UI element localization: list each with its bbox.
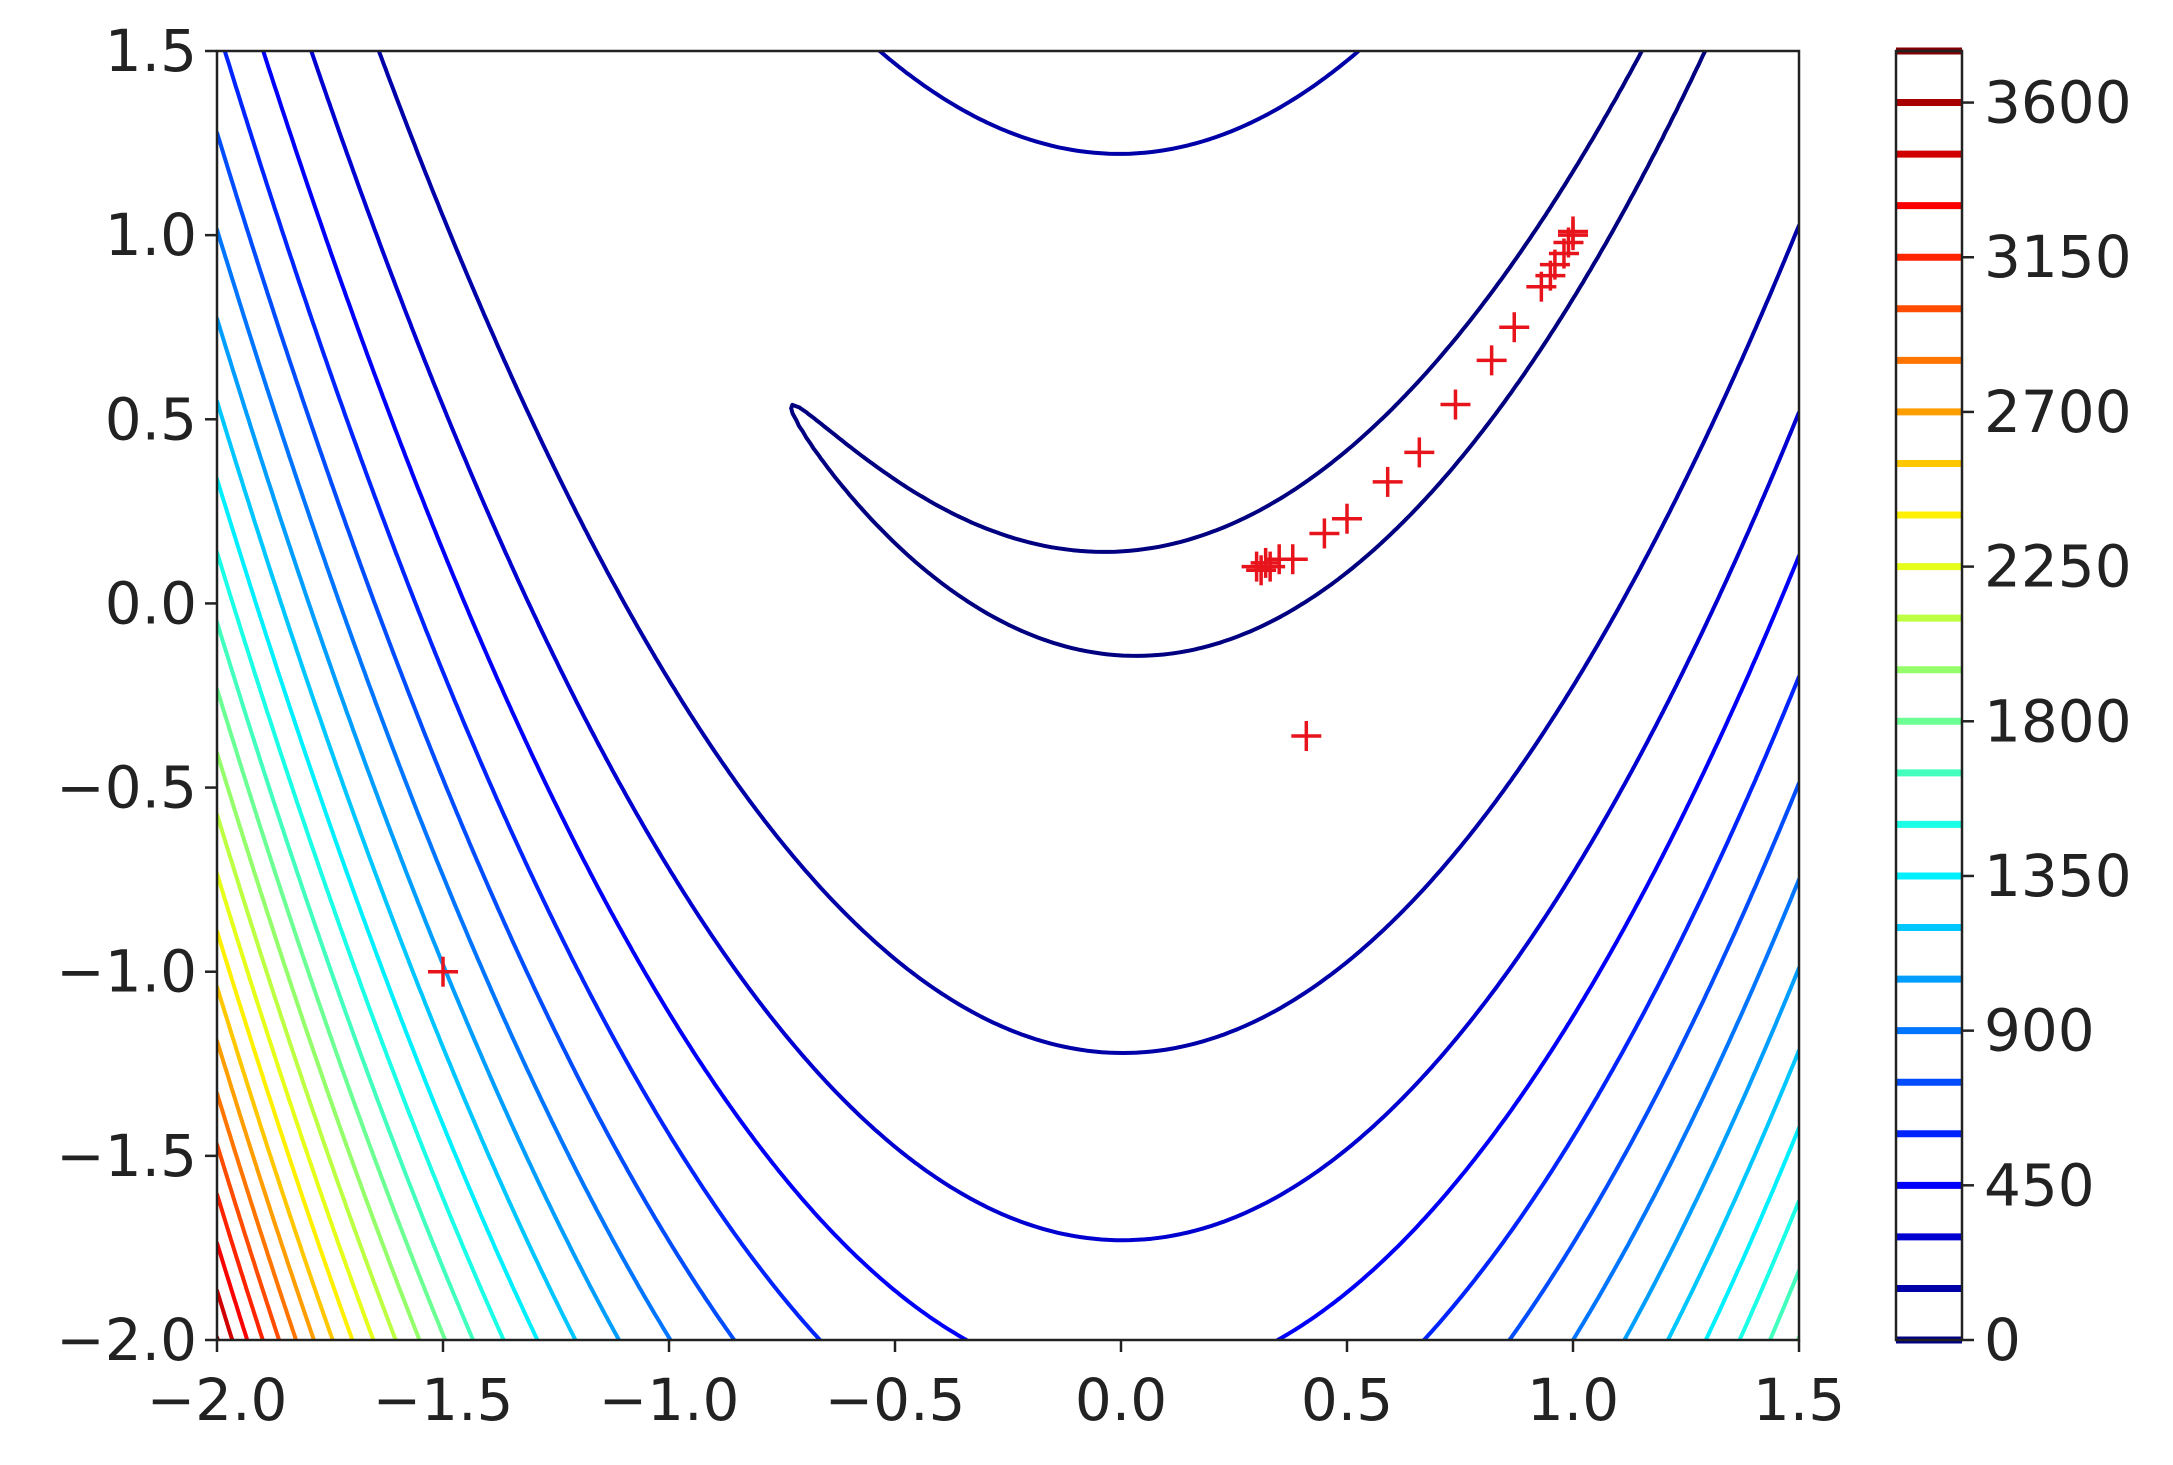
colorbar-tick-label: 0 bbox=[1984, 1306, 2021, 1374]
colorbar-tick-label: 3150 bbox=[1984, 223, 2132, 291]
contour-level-1200 bbox=[217, 399, 1799, 1340]
path-marker-9 bbox=[1332, 503, 1362, 534]
contour-level-3450 bbox=[217, 1288, 235, 1340]
x-tick-label: 0.5 bbox=[1301, 1366, 1393, 1434]
colorbar-tick-label: 3600 bbox=[1984, 69, 2132, 137]
contour-level-1800 bbox=[217, 686, 1799, 1340]
contour-level-1950 bbox=[217, 750, 422, 1340]
contour-level-150 bbox=[376, 51, 1799, 1055]
contour-level-2250 bbox=[217, 871, 376, 1340]
x-tick-label: −1.0 bbox=[599, 1366, 740, 1434]
path-marker-14 bbox=[1499, 312, 1530, 343]
contour-level-300 bbox=[309, 51, 1799, 1243]
y-tick-label: 0.0 bbox=[105, 569, 197, 637]
path-marker-12 bbox=[1440, 389, 1471, 420]
colorbar-frame bbox=[1894, 49, 1964, 1342]
contour-lines bbox=[217, 51, 1799, 1340]
y-tick-label: 0.5 bbox=[105, 385, 197, 453]
path-marker-1 bbox=[1291, 721, 1322, 752]
contour-level-0 bbox=[789, 51, 1708, 658]
y-tick-label: −0.5 bbox=[56, 754, 197, 822]
y-tick-label: −2.0 bbox=[56, 1306, 197, 1374]
x-axis: −2.0 −1.5 −1.0 −0.5 0.0 0.5 1.0 1.5 bbox=[147, 1340, 1845, 1434]
path-marker-21 bbox=[1558, 216, 1588, 247]
x-tick-label: 1.5 bbox=[1753, 1366, 1845, 1434]
colorbar-tick-label: 1350 bbox=[1984, 842, 2132, 910]
plot-frame bbox=[215, 49, 1801, 1342]
x-tick-label: −0.5 bbox=[825, 1366, 966, 1434]
path-marker-0 bbox=[428, 956, 458, 987]
colorbar: 0 450 900 1350 1800 2250 2700 3150 3600 bbox=[1894, 47, 2132, 1374]
contour-level-450 bbox=[261, 51, 1799, 1340]
contour-level-3150 bbox=[217, 1192, 265, 1340]
contour-level-3000 bbox=[217, 1142, 282, 1340]
x-tick-label: −2.0 bbox=[147, 1366, 288, 1434]
contour-level-2400 bbox=[217, 929, 355, 1340]
contour-level-2550 bbox=[217, 984, 335, 1340]
contour-level-750 bbox=[217, 130, 1799, 1340]
path-marker-7 bbox=[1277, 544, 1308, 575]
contour-level-600 bbox=[222, 51, 1799, 1340]
y-tick-label: 1.0 bbox=[105, 201, 197, 269]
path-marker-13 bbox=[1476, 345, 1507, 376]
x-tick-label: −1.5 bbox=[373, 1366, 514, 1434]
colorbar-tick-label: 900 bbox=[1984, 997, 2095, 1065]
contour-level-3300 bbox=[217, 1241, 250, 1340]
colorbar-tick-label: 450 bbox=[1984, 1151, 2095, 1219]
y-axis: −2.0 −1.5 −1.0 −0.5 0.0 0.5 1.0 1.5 bbox=[56, 17, 217, 1374]
contour-level-2850 bbox=[217, 1091, 298, 1340]
x-tick-label: 0.0 bbox=[1075, 1366, 1167, 1434]
colorbar-tick-label: 2250 bbox=[1984, 533, 2132, 601]
contour-level-1650 bbox=[217, 620, 1799, 1340]
path-marker-4 bbox=[1250, 547, 1281, 578]
contour-level-2700 bbox=[217, 1038, 316, 1340]
path-marker-11 bbox=[1404, 437, 1435, 468]
colorbar-tick-label: 1800 bbox=[1984, 687, 2132, 755]
y-tick-label: −1.5 bbox=[56, 1122, 197, 1190]
path-markers bbox=[428, 216, 1588, 987]
x-tick-label: 1.0 bbox=[1527, 1366, 1619, 1434]
path-marker-8 bbox=[1309, 518, 1340, 549]
contour-level-2100 bbox=[217, 812, 398, 1340]
contour-level-900 bbox=[217, 227, 1799, 1340]
y-tick-label: 1.5 bbox=[105, 17, 197, 85]
colorbar-tick-label: 2700 bbox=[1984, 378, 2132, 446]
y-tick-label: −1.0 bbox=[56, 938, 197, 1006]
contour-level-1350 bbox=[217, 476, 1799, 1340]
path-marker-10 bbox=[1372, 466, 1403, 497]
contour-level-1500 bbox=[217, 550, 1799, 1340]
